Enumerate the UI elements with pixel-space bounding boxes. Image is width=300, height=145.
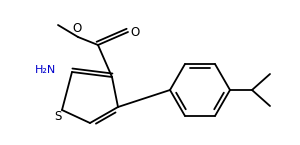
Text: S: S: [54, 109, 62, 123]
Text: O: O: [72, 22, 82, 36]
Text: O: O: [130, 26, 140, 39]
Text: H₂N: H₂N: [35, 65, 57, 75]
